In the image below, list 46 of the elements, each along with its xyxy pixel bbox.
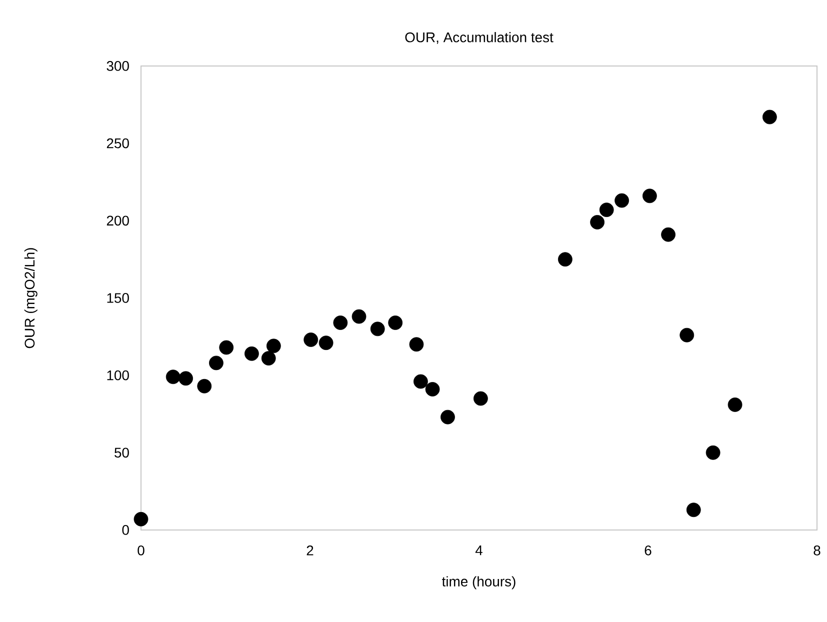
point bbox=[244, 346, 259, 361]
y-tick-label: 300 bbox=[106, 61, 129, 71]
point bbox=[388, 316, 403, 330]
chart-title: OUR, Accumulation test bbox=[405, 32, 554, 44]
point bbox=[680, 328, 694, 342]
point bbox=[209, 356, 224, 370]
point bbox=[333, 316, 348, 330]
point bbox=[414, 374, 428, 389]
point bbox=[706, 445, 720, 460]
y-tick-label: 150 bbox=[107, 293, 129, 303]
point bbox=[762, 110, 777, 124]
point bbox=[178, 371, 193, 386]
point bbox=[425, 382, 440, 396]
point bbox=[352, 309, 366, 324]
point bbox=[590, 214, 605, 230]
y-tick-label: 250 bbox=[106, 138, 129, 148]
point bbox=[219, 340, 234, 355]
point bbox=[440, 410, 455, 424]
x-tick-label: 0 bbox=[138, 545, 144, 556]
y-tick-label: 100 bbox=[107, 370, 129, 380]
point bbox=[642, 188, 657, 204]
x-tick-label: 6 bbox=[644, 545, 652, 556]
point bbox=[558, 252, 572, 267]
y-tick-label: 50 bbox=[114, 448, 129, 458]
point bbox=[686, 502, 701, 518]
point bbox=[473, 391, 488, 406]
x-tick-label: 8 bbox=[814, 545, 820, 556]
y-axis-title: OUR (mgO2/Lh) bbox=[24, 248, 38, 348]
point bbox=[261, 351, 276, 366]
point bbox=[661, 227, 676, 242]
x-tick-label: 2 bbox=[306, 545, 314, 556]
point bbox=[304, 332, 318, 347]
x-tick-label: 4 bbox=[475, 546, 482, 556]
point bbox=[166, 370, 180, 384]
y-tick-label: 200 bbox=[106, 216, 129, 226]
y-tick-label: 0 bbox=[122, 525, 129, 535]
point bbox=[599, 202, 614, 218]
point bbox=[197, 378, 212, 394]
point bbox=[614, 193, 630, 208]
point bbox=[318, 336, 334, 350]
point bbox=[728, 398, 742, 412]
point bbox=[266, 338, 281, 354]
point bbox=[134, 512, 148, 526]
point bbox=[409, 337, 424, 352]
x-axis-title: time (hours) bbox=[442, 576, 516, 590]
point bbox=[370, 322, 385, 336]
